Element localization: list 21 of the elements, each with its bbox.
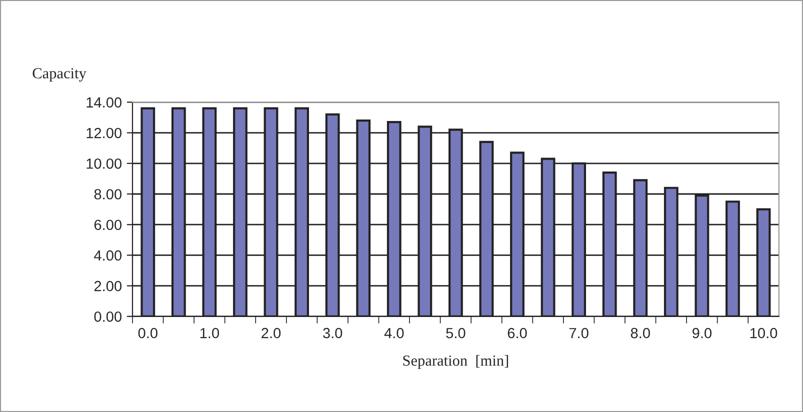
x-tick-label: 0.0 [138, 328, 158, 338]
x-tick-label: 5.0 [446, 328, 466, 338]
y-axis-title: Capacity [32, 68, 86, 82]
y-tick-label: 6.00 [94, 220, 122, 230]
x-tick-label: 4.0 [384, 328, 404, 338]
y-tick-label: 4.00 [94, 250, 122, 261]
y-tick-label: 14.00 [86, 97, 122, 108]
x-tick-label: 6.0 [508, 328, 527, 338]
y-tick-label: 8.00 [94, 189, 122, 200]
x-axis-title: Separation [min] [403, 355, 508, 369]
y-tick-label: 0.00 [94, 312, 122, 322]
x-tick-label: 9.0 [692, 328, 712, 338]
x-tick-label: 7.0 [569, 328, 588, 338]
x-tick-label: 3.0 [322, 328, 342, 338]
x-tick-label: 8.0 [630, 328, 650, 338]
y-tick-label: 10.00 [86, 158, 122, 169]
x-tick-label: 2.0 [262, 328, 281, 338]
x-tick-label: 1.0 [200, 328, 220, 338]
y-tick-label: 12.00 [86, 128, 122, 138]
x-tick-label: 10.0 [750, 328, 778, 338]
y-tick-label: 2.00 [94, 280, 122, 292]
